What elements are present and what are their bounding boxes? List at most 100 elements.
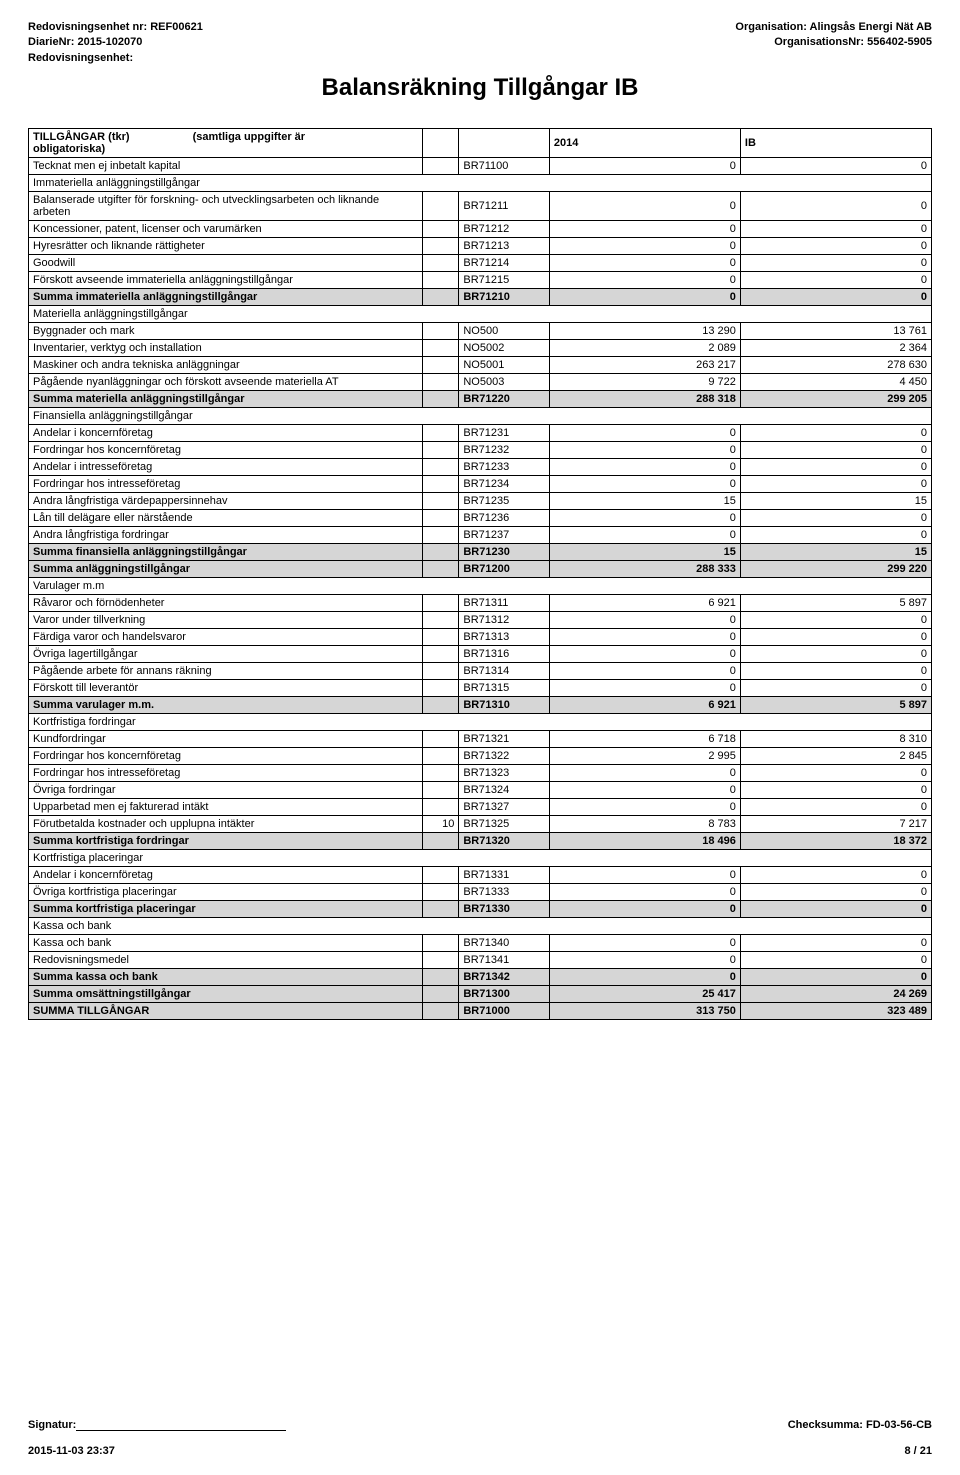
row-val-ib: 0 [740, 612, 931, 629]
col-header-code [459, 129, 550, 158]
row-note [423, 272, 459, 289]
row-code: BR71210 [459, 289, 550, 306]
row-val-2014: 15 [549, 544, 740, 561]
row-val-ib: 5 897 [740, 595, 931, 612]
row-label: Summa kortfristiga fordringar [29, 833, 423, 850]
row-code: BR71233 [459, 459, 550, 476]
table-row: Finansiella anläggningstillgångar [29, 408, 932, 425]
row-label: Råvaror och förnödenheter [29, 595, 423, 612]
row-val-2014: 15 [549, 493, 740, 510]
table-row: Lån till delägare eller närståendeBR7123… [29, 510, 932, 527]
table-row: Summa materiella anläggningstillgångarBR… [29, 391, 932, 408]
row-val-2014: 0 [549, 799, 740, 816]
row-val-ib: 299 205 [740, 391, 931, 408]
table-row: Summa kortfristiga fordringarBR7132018 4… [29, 833, 932, 850]
row-label: Övriga lagertillgångar [29, 646, 423, 663]
table-row: Summa omsättningstillgångarBR7130025 417… [29, 986, 932, 1003]
footer-left: Signatur: 2015-11-03 23:37 [28, 1419, 286, 1457]
row-code: BR71100 [459, 158, 550, 175]
row-note [423, 459, 459, 476]
row-note [423, 765, 459, 782]
col-header-note [423, 129, 459, 158]
row-code: BR71327 [459, 799, 550, 816]
col-header-year: 2014 [549, 129, 740, 158]
table-row: Tecknat men ej inbetalt kapitalBR7110000 [29, 158, 932, 175]
row-val-2014: 0 [549, 527, 740, 544]
row-val-ib: 4 450 [740, 374, 931, 391]
row-note [423, 255, 459, 272]
page-header: Redovisningsenhet nr: REF00621 DiarieNr:… [28, 20, 932, 66]
row-note [423, 493, 459, 510]
row-val-2014: 0 [549, 612, 740, 629]
row-val-ib: 0 [740, 867, 931, 884]
row-val-ib: 0 [740, 680, 931, 697]
row-note [423, 680, 459, 697]
row-val-ib: 0 [740, 476, 931, 493]
row-code: BR71212 [459, 221, 550, 238]
organisation-number: OrganisationsNr: 556402-5905 [735, 35, 932, 50]
row-val-2014: 8 783 [549, 816, 740, 833]
section-label: Kortfristiga placeringar [29, 850, 932, 867]
table-row: Fordringar hos koncernföretagBR7123200 [29, 442, 932, 459]
balance-table: TILLGÅNGAR (tkr) (samtliga uppgifter är … [28, 128, 932, 1020]
row-note [423, 884, 459, 901]
footer-checksum: Checksumma: FD-03-56-CB [788, 1419, 932, 1431]
row-label: Summa kassa och bank [29, 969, 423, 986]
row-note [423, 289, 459, 306]
table-row: Övriga fordringarBR7132400 [29, 782, 932, 799]
table-head: TILLGÅNGAR (tkr) (samtliga uppgifter är … [29, 129, 932, 158]
row-val-ib: 0 [740, 527, 931, 544]
header-right: Organisation: Alingsås Energi Nät AB Org… [735, 20, 932, 66]
row-code: BR71316 [459, 646, 550, 663]
row-val-2014: 288 333 [549, 561, 740, 578]
head-line1-a: TILLGÅNGAR (tkr) [33, 131, 130, 143]
table-row: Fordringar hos koncernföretagBR713222 99… [29, 748, 932, 765]
row-val-2014: 0 [549, 629, 740, 646]
table-row: Materiella anläggningstillgångar [29, 306, 932, 323]
section-label: Finansiella anläggningstillgångar [29, 408, 932, 425]
table-row: Summa finansiella anläggningstillgångarB… [29, 544, 932, 561]
row-label: Övriga fordringar [29, 782, 423, 799]
table-row: Övriga lagertillgångarBR7131600 [29, 646, 932, 663]
row-code: BR71000 [459, 1003, 550, 1020]
table-row: Råvaror och förnödenheterBR713116 9215 8… [29, 595, 932, 612]
row-note [423, 748, 459, 765]
table-row: Andra långfristiga fordringarBR7123700 [29, 527, 932, 544]
row-label: Summa immateriella anläggningstillgångar [29, 289, 423, 306]
row-code: BR71323 [459, 765, 550, 782]
row-label: Inventarier, verktyg och installation [29, 340, 423, 357]
row-val-ib: 0 [740, 289, 931, 306]
row-code: BR71333 [459, 884, 550, 901]
row-val-2014: 25 417 [549, 986, 740, 1003]
row-note [423, 1003, 459, 1020]
row-val-ib: 0 [740, 442, 931, 459]
row-note [423, 595, 459, 612]
row-note [423, 442, 459, 459]
row-note [423, 935, 459, 952]
row-val-2014: 0 [549, 663, 740, 680]
row-val-2014: 18 496 [549, 833, 740, 850]
diarie-number: DiarieNr: 2015-102070 [28, 35, 203, 50]
row-val-2014: 0 [549, 901, 740, 918]
row-note [423, 221, 459, 238]
row-code: BR71342 [459, 969, 550, 986]
row-val-2014: 0 [549, 221, 740, 238]
table-row: Fordringar hos intresseföretagBR7123400 [29, 476, 932, 493]
row-note [423, 340, 459, 357]
row-val-2014: 2 089 [549, 340, 740, 357]
table-row: SUMMA TILLGÅNGARBR71000313 750323 489 [29, 1003, 932, 1020]
row-val-ib: 7 217 [740, 816, 931, 833]
row-note [423, 357, 459, 374]
table-row: RedovisningsmedelBR7134100 [29, 952, 932, 969]
row-val-2014: 13 290 [549, 323, 740, 340]
row-val-ib: 0 [740, 884, 931, 901]
row-label: Upparbetad men ej fakturerad intäkt [29, 799, 423, 816]
col-header-label: TILLGÅNGAR (tkr) (samtliga uppgifter är … [29, 129, 423, 158]
row-label: Andra långfristiga fordringar [29, 527, 423, 544]
row-note [423, 561, 459, 578]
row-code: BR71325 [459, 816, 550, 833]
row-code: BR71321 [459, 731, 550, 748]
section-label: Kassa och bank [29, 918, 932, 935]
table-row: Förutbetalda kostnader och upplupna intä… [29, 816, 932, 833]
row-label: Kassa och bank [29, 935, 423, 952]
